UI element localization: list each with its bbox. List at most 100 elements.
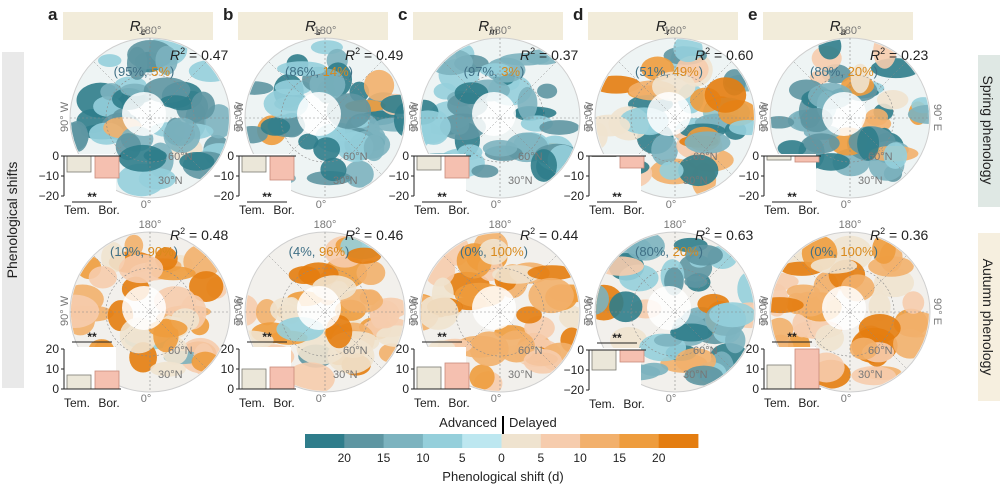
bar-Bor. [794, 155, 820, 163]
panel-title-b: Rs [305, 18, 321, 38]
map-cell [88, 266, 117, 289]
lon-label-0: 0° [141, 199, 152, 211]
panel-d-spring: 180°0°90° W 90° E60°N30°NR2 = 0.60(51%, 4… [564, 25, 768, 217]
map-cell [260, 117, 291, 136]
bar-Tem. [66, 374, 92, 390]
pct-sep: , [665, 64, 672, 79]
inset-xlabel-bor: Bor. [798, 396, 819, 410]
inset-ytick-label: 0 [402, 149, 409, 163]
bar-Bor. [794, 348, 820, 390]
pct-sep: , [483, 244, 490, 259]
map-cell [469, 331, 509, 367]
colorbar-swatch [462, 434, 502, 448]
map-cell [124, 234, 144, 257]
inset-ytick-label: 0 [752, 382, 759, 396]
pct-close: ) [699, 64, 703, 79]
colorbar-tick-label: 10 [573, 451, 587, 465]
r2-label: R2 = 0.23 [870, 46, 929, 63]
arctic-ocean [647, 92, 691, 136]
map-cell [492, 265, 541, 284]
inset-ytick-label: −20 [389, 189, 410, 203]
map-cell [809, 70, 830, 84]
lon-label-90e: 90° E [756, 104, 768, 131]
map-cell [346, 247, 382, 264]
pct-advanced: 0% [814, 244, 833, 259]
map-cell [517, 86, 538, 121]
map-cell [530, 149, 557, 182]
pct-delayed: 14% [323, 64, 349, 79]
map-cell [659, 161, 684, 180]
map-cell [639, 362, 669, 376]
inset-xlabel-bor: Bor. [98, 203, 119, 217]
r2-symbol: R [520, 47, 530, 63]
map-cell [298, 133, 319, 150]
inset-ytick-label: 0 [52, 149, 59, 163]
map-cell [803, 133, 840, 154]
pct-advanced: 0% [464, 244, 483, 259]
panel-title-box-b [238, 12, 388, 40]
r2-sup: 2 [355, 46, 360, 56]
pct-delayed: 49% [673, 64, 699, 79]
panel-title-e: Ra [830, 18, 847, 38]
panel-letter-d: d [573, 5, 583, 24]
lon-label-180: 180° [139, 25, 162, 37]
lon-label-0: 0° [491, 199, 502, 211]
map-cell [376, 325, 404, 347]
map-cell [537, 83, 558, 99]
lon-label-180: 180° [314, 25, 337, 37]
inset-xlabel-bor: Bor. [273, 203, 294, 217]
pct-delayed: 100% [840, 244, 874, 259]
row-label-autumn-bg [978, 233, 1000, 401]
pct-label: (51%, 49%) [635, 64, 703, 79]
map-cell [523, 349, 563, 374]
map-cell [320, 157, 347, 182]
map-cell [559, 307, 579, 329]
r2-label: R2 = 0.60 [695, 46, 754, 63]
inset-ytick-label: 20 [746, 342, 760, 356]
bar-Bor. [444, 155, 470, 179]
colorbar-swatch [501, 434, 542, 448]
lon-label-90e: 90° E [931, 298, 943, 325]
colorbar-swatch [540, 434, 581, 448]
arctic-ocean [122, 286, 166, 330]
inset-ytick-label: −20 [39, 189, 60, 203]
arctic-ocean [122, 92, 166, 136]
panel-title-sub-a: e [141, 27, 147, 38]
r2-sup: 2 [880, 226, 885, 236]
r2-sup: 2 [355, 226, 360, 236]
lon-label-180: 180° [664, 25, 687, 37]
pct-sep: , [140, 244, 147, 259]
map-cell [850, 63, 870, 94]
map-cell [499, 53, 550, 66]
panel-title-box-d [588, 12, 738, 40]
lat-label-30: 30°N [333, 175, 358, 187]
map-cell [421, 295, 459, 330]
lon-label-0: 0° [491, 393, 502, 405]
map-cell [159, 95, 191, 108]
panel-e-autumn: 180°0°90° W 90° E60°N30°NR2 = 0.36(0%, 10… [746, 219, 943, 410]
map-cell [678, 154, 719, 187]
inset-xlabel-tem: Tem. [414, 203, 440, 217]
panel-letter-b: b [223, 5, 233, 24]
bar-Tem. [591, 349, 617, 371]
inset-bar-chart: 0 −10 −20 ** Tem. Bor. [564, 331, 646, 411]
lat-label-30: 30°N [508, 175, 533, 187]
inset-xlabel-bor: Bor. [798, 203, 819, 217]
lon-label-180: 180° [489, 219, 512, 231]
pct-close: ) [520, 64, 524, 79]
map-cell [684, 365, 724, 386]
inset-ytick-label: −10 [564, 363, 585, 377]
map-land [71, 234, 229, 377]
colorbar-tick-label: 20 [652, 451, 666, 465]
lon-label-0: 0° [141, 393, 152, 405]
bar-Tem. [766, 364, 792, 390]
pct-advanced: 51% [639, 64, 665, 79]
lon-label-90w: 90° W [759, 295, 771, 326]
map-cell [101, 242, 126, 273]
inset-ytick-label: 10 [396, 362, 410, 376]
lon-label-90w: 90° W [584, 295, 596, 326]
lon-label-90w: 90° W [59, 295, 71, 326]
lon-label-90w: 90° W [234, 295, 246, 326]
pct-close: ) [170, 64, 174, 79]
map-cell [737, 272, 754, 307]
